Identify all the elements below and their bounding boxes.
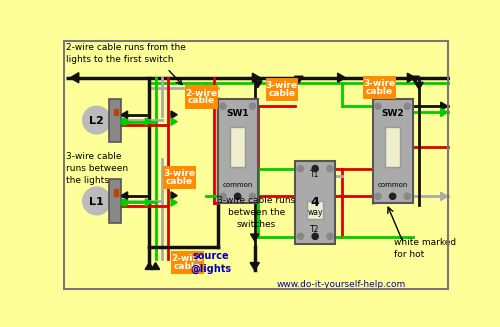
Circle shape <box>404 193 410 199</box>
Circle shape <box>220 103 226 109</box>
Bar <box>266 78 298 101</box>
Polygon shape <box>152 263 160 269</box>
Polygon shape <box>408 73 415 82</box>
Circle shape <box>250 193 256 199</box>
Circle shape <box>250 103 256 109</box>
Text: T1: T1 <box>310 170 320 179</box>
Circle shape <box>82 187 110 215</box>
Bar <box>171 251 203 274</box>
Polygon shape <box>440 108 448 116</box>
Circle shape <box>375 193 381 199</box>
Polygon shape <box>254 81 262 88</box>
Polygon shape <box>440 192 448 200</box>
Text: cable: cable <box>188 96 215 105</box>
Circle shape <box>234 193 241 199</box>
Text: 3-wire: 3-wire <box>164 169 196 179</box>
Polygon shape <box>171 118 177 125</box>
Bar <box>109 180 122 222</box>
Text: T2: T2 <box>310 225 320 234</box>
Bar <box>363 76 396 99</box>
Text: cable: cable <box>174 262 201 271</box>
Polygon shape <box>171 111 177 118</box>
Polygon shape <box>338 73 345 82</box>
Circle shape <box>298 233 304 239</box>
Polygon shape <box>122 192 128 199</box>
Polygon shape <box>145 263 154 269</box>
Circle shape <box>390 193 396 199</box>
Circle shape <box>375 103 381 109</box>
Circle shape <box>327 165 333 172</box>
Polygon shape <box>70 73 79 83</box>
Bar <box>163 166 196 189</box>
Text: 3-wire cable
runs between
the lights: 3-wire cable runs between the lights <box>66 152 128 185</box>
Circle shape <box>220 193 226 199</box>
Bar <box>114 109 118 115</box>
Polygon shape <box>440 102 448 111</box>
Polygon shape <box>171 192 177 199</box>
Circle shape <box>312 233 318 239</box>
Bar <box>109 98 122 142</box>
Polygon shape <box>250 263 260 270</box>
Polygon shape <box>415 82 423 89</box>
Polygon shape <box>122 111 128 118</box>
Polygon shape <box>146 118 152 125</box>
Polygon shape <box>252 73 260 82</box>
Bar <box>218 99 258 203</box>
Text: common: common <box>222 181 253 188</box>
Text: way: way <box>308 208 323 217</box>
Circle shape <box>312 165 318 172</box>
Text: white marked
for hot: white marked for hot <box>394 238 456 259</box>
Polygon shape <box>171 199 177 206</box>
Polygon shape <box>250 234 259 241</box>
Text: cable: cable <box>268 89 295 98</box>
Bar <box>295 161 336 244</box>
Bar <box>230 128 246 167</box>
Text: 2-wire: 2-wire <box>171 254 203 263</box>
Circle shape <box>82 106 110 134</box>
Text: source
@lights: source @lights <box>190 251 232 274</box>
Polygon shape <box>411 76 420 83</box>
Text: www.do-it-yourself-help.com: www.do-it-yourself-help.com <box>277 280 406 289</box>
Circle shape <box>121 199 128 206</box>
Bar <box>385 128 400 167</box>
Text: common: common <box>378 181 408 188</box>
Bar <box>114 189 118 196</box>
Bar <box>185 85 218 109</box>
Text: 4: 4 <box>311 196 320 209</box>
Text: cable: cable <box>166 177 193 186</box>
Circle shape <box>121 118 128 125</box>
Text: L2: L2 <box>89 116 104 126</box>
Bar <box>372 99 413 203</box>
Text: cable: cable <box>366 87 393 96</box>
Text: SW1: SW1 <box>226 109 249 118</box>
Text: 2-wire: 2-wire <box>185 89 218 98</box>
Polygon shape <box>294 76 303 83</box>
Text: L1: L1 <box>89 197 104 207</box>
Text: SW2: SW2 <box>382 109 404 118</box>
Polygon shape <box>146 199 152 206</box>
Text: 3-wire cable runs
between the
switches: 3-wire cable runs between the switches <box>217 196 296 229</box>
Circle shape <box>327 233 333 239</box>
Circle shape <box>298 165 304 172</box>
Bar <box>308 201 323 219</box>
Text: 3-wire: 3-wire <box>266 81 298 90</box>
Text: 3-wire: 3-wire <box>364 79 396 88</box>
Circle shape <box>404 103 410 109</box>
Text: 2-wire cable runs from the
lights to the first switch: 2-wire cable runs from the lights to the… <box>66 43 186 64</box>
